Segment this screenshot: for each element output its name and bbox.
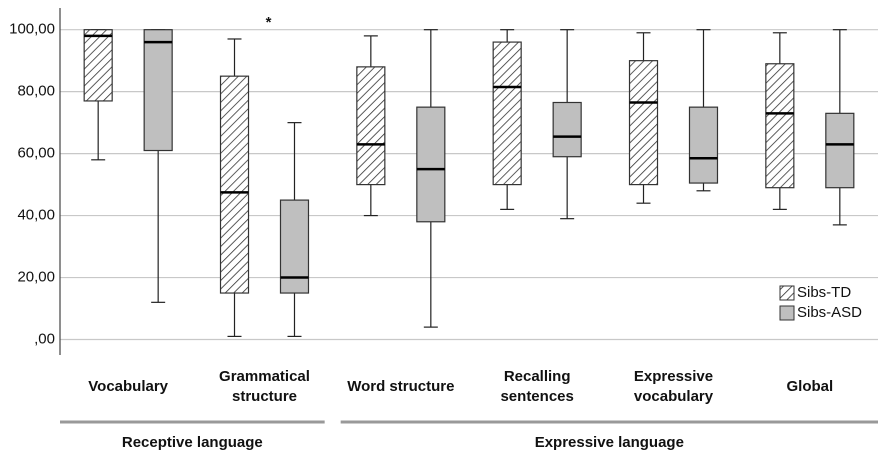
box <box>628 60 659 186</box>
x-tick-label: Word structure <box>347 378 455 395</box>
annotation: * <box>266 14 272 31</box>
legend-label: Sibs-ASD <box>797 304 862 321</box>
y-tick-label: ,00 <box>34 330 55 347</box>
box <box>552 101 582 158</box>
legend-swatch <box>779 285 795 301</box>
x-tick-label: Expressive vocabulary <box>633 368 714 405</box>
x-tick-label: Grammatical structure <box>219 368 310 405</box>
y-tick-label: 20,00 <box>17 269 55 286</box>
y-tick-label: 40,00 <box>17 207 55 224</box>
y-tick-label: 100,00 <box>9 21 55 38</box>
x-tick-label: Vocabulary <box>88 378 169 395</box>
box <box>219 75 250 294</box>
box <box>416 106 446 223</box>
y-tick-label: 80,00 <box>17 83 55 100</box>
x-tick-label: Recalling sentences <box>500 368 574 405</box>
box <box>492 41 522 186</box>
legend-label: Sibs-TD <box>797 284 851 301</box>
box <box>143 29 173 152</box>
box <box>825 112 855 189</box>
box <box>688 106 719 184</box>
x-tick-label: Global <box>786 378 834 395</box>
box <box>765 63 795 189</box>
box <box>83 29 113 102</box>
box <box>356 66 386 186</box>
group-label: Receptive language <box>121 434 263 451</box>
group-label: Expressive language <box>534 434 684 451</box>
legend-swatch <box>779 305 795 321</box>
box <box>279 199 310 294</box>
y-tick-label: 60,00 <box>17 145 55 162</box>
